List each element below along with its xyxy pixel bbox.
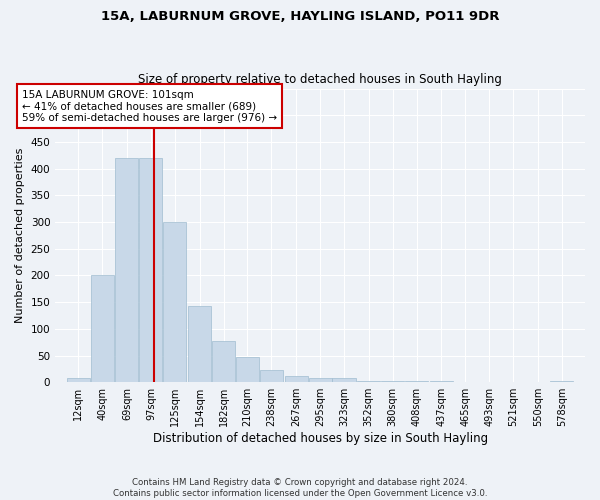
Text: Contains HM Land Registry data © Crown copyright and database right 2024.
Contai: Contains HM Land Registry data © Crown c… xyxy=(113,478,487,498)
Bar xyxy=(405,381,428,382)
X-axis label: Distribution of detached houses by size in South Hayling: Distribution of detached houses by size … xyxy=(152,432,488,445)
Text: 15A, LABURNUM GROVE, HAYLING ISLAND, PO11 9DR: 15A, LABURNUM GROVE, HAYLING ISLAND, PO1… xyxy=(101,10,499,23)
Title: Size of property relative to detached houses in South Hayling: Size of property relative to detached ho… xyxy=(138,73,502,86)
Bar xyxy=(260,370,283,382)
Text: 15A LABURNUM GROVE: 101sqm
← 41% of detached houses are smaller (689)
59% of sem: 15A LABURNUM GROVE: 101sqm ← 41% of deta… xyxy=(22,90,277,123)
Bar xyxy=(67,378,90,382)
Bar xyxy=(381,381,404,382)
Bar xyxy=(236,356,259,382)
Bar xyxy=(188,306,211,382)
Bar xyxy=(115,158,139,382)
Bar xyxy=(430,381,453,382)
Bar xyxy=(357,381,380,382)
Bar xyxy=(284,376,308,382)
Bar xyxy=(332,378,356,382)
Bar xyxy=(91,276,114,382)
Bar xyxy=(212,341,235,382)
Bar xyxy=(308,378,332,382)
Y-axis label: Number of detached properties: Number of detached properties xyxy=(15,148,25,323)
Bar xyxy=(163,222,187,382)
Bar xyxy=(139,158,163,382)
Bar xyxy=(550,380,574,382)
